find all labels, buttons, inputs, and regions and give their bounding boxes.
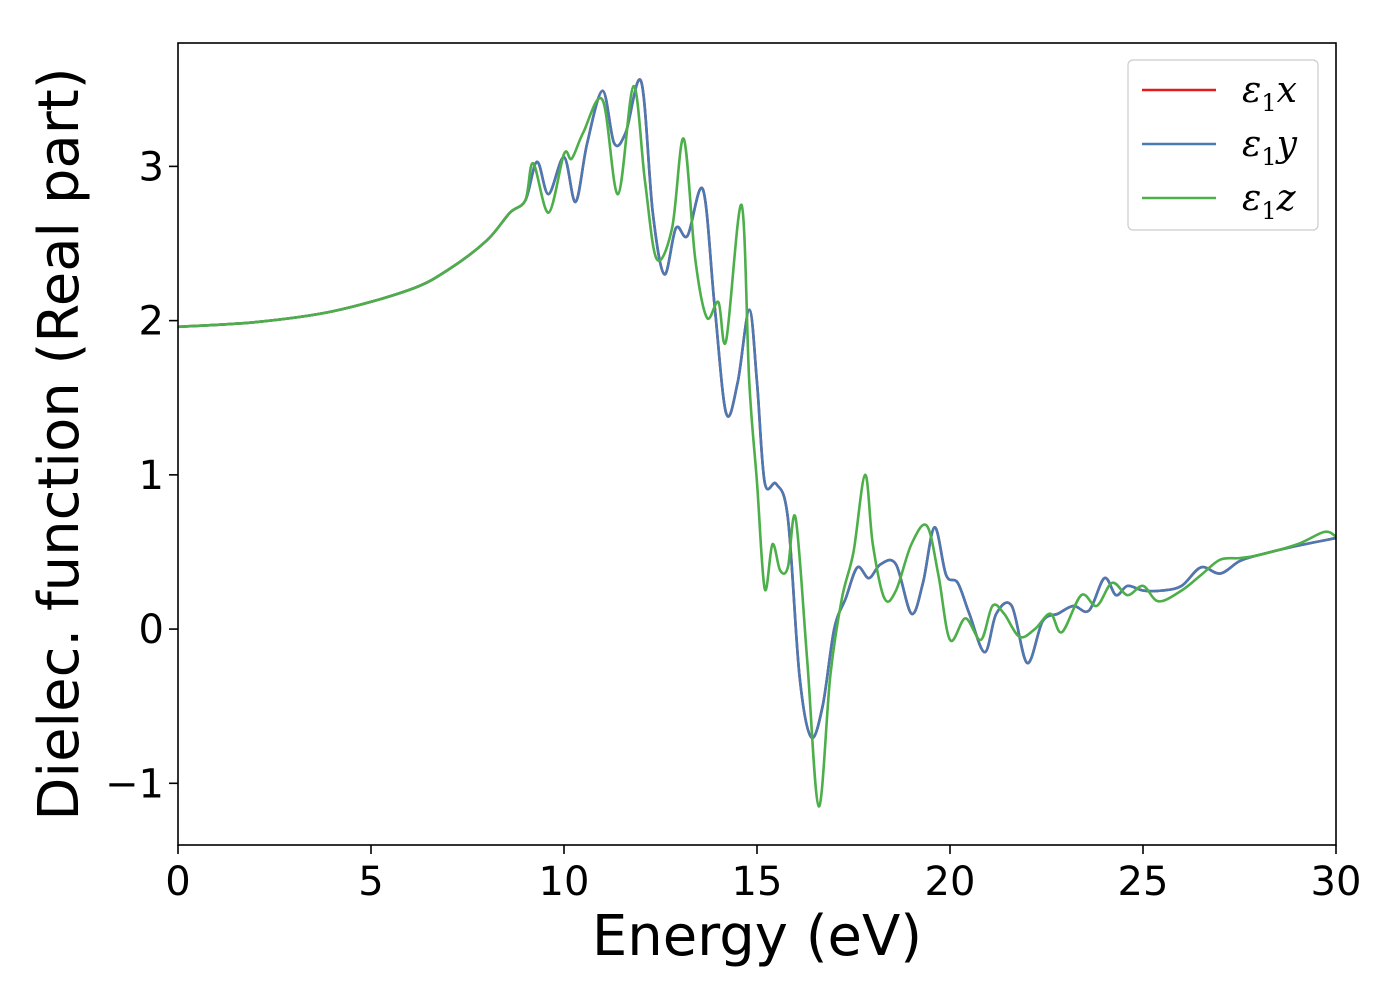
x-tick-label: 25: [1118, 859, 1169, 905]
legend-entry-y: ε1y: [1142, 124, 1298, 171]
x-tick-label: 15: [732, 859, 783, 905]
y-axis: −1 0 1 2 3: [105, 144, 178, 807]
series-line-z: [178, 84, 1336, 808]
legend-symbol: ε: [1242, 178, 1261, 219]
legend-label: ε1x: [1242, 70, 1297, 117]
legend-subscript: 1: [1261, 143, 1276, 171]
x-tick-label: 20: [925, 859, 976, 905]
series-line-y: [178, 78, 1336, 740]
legend-symbol: ε: [1242, 124, 1261, 165]
legend-box: [1127, 59, 1319, 231]
legend-entry-z: ε1z: [1142, 178, 1297, 225]
x-tick-label: 30: [1311, 859, 1362, 905]
legend-variable: z: [1276, 178, 1297, 219]
legend-symbol: ε: [1242, 70, 1261, 111]
series-layer: [178, 78, 1336, 808]
y-tick-label: 1: [139, 453, 164, 499]
x-tick-label: 0: [165, 859, 190, 905]
legend-label: ε1z: [1242, 178, 1297, 225]
legend-subscript: 1: [1261, 89, 1276, 117]
legend-variable: x: [1277, 70, 1297, 111]
x-tick-label: 5: [358, 859, 383, 905]
y-tick-label: 0: [139, 607, 164, 653]
legend-variable: y: [1275, 124, 1298, 165]
legend-label: ε1y: [1242, 124, 1298, 171]
y-axis-title: Dielec. function (Real part): [27, 67, 92, 820]
legend-subscript: 1: [1261, 197, 1276, 225]
x-axis-title: Energy (eV): [592, 904, 922, 969]
legend-entry-x: ε1x: [1142, 70, 1297, 117]
x-tick-label: 10: [539, 859, 590, 905]
y-tick-label: 3: [139, 144, 164, 190]
x-axis: 0 5 10 15 20 25 30: [165, 845, 1361, 905]
y-tick-label: 2: [139, 299, 164, 345]
y-tick-label: −1: [105, 761, 164, 807]
